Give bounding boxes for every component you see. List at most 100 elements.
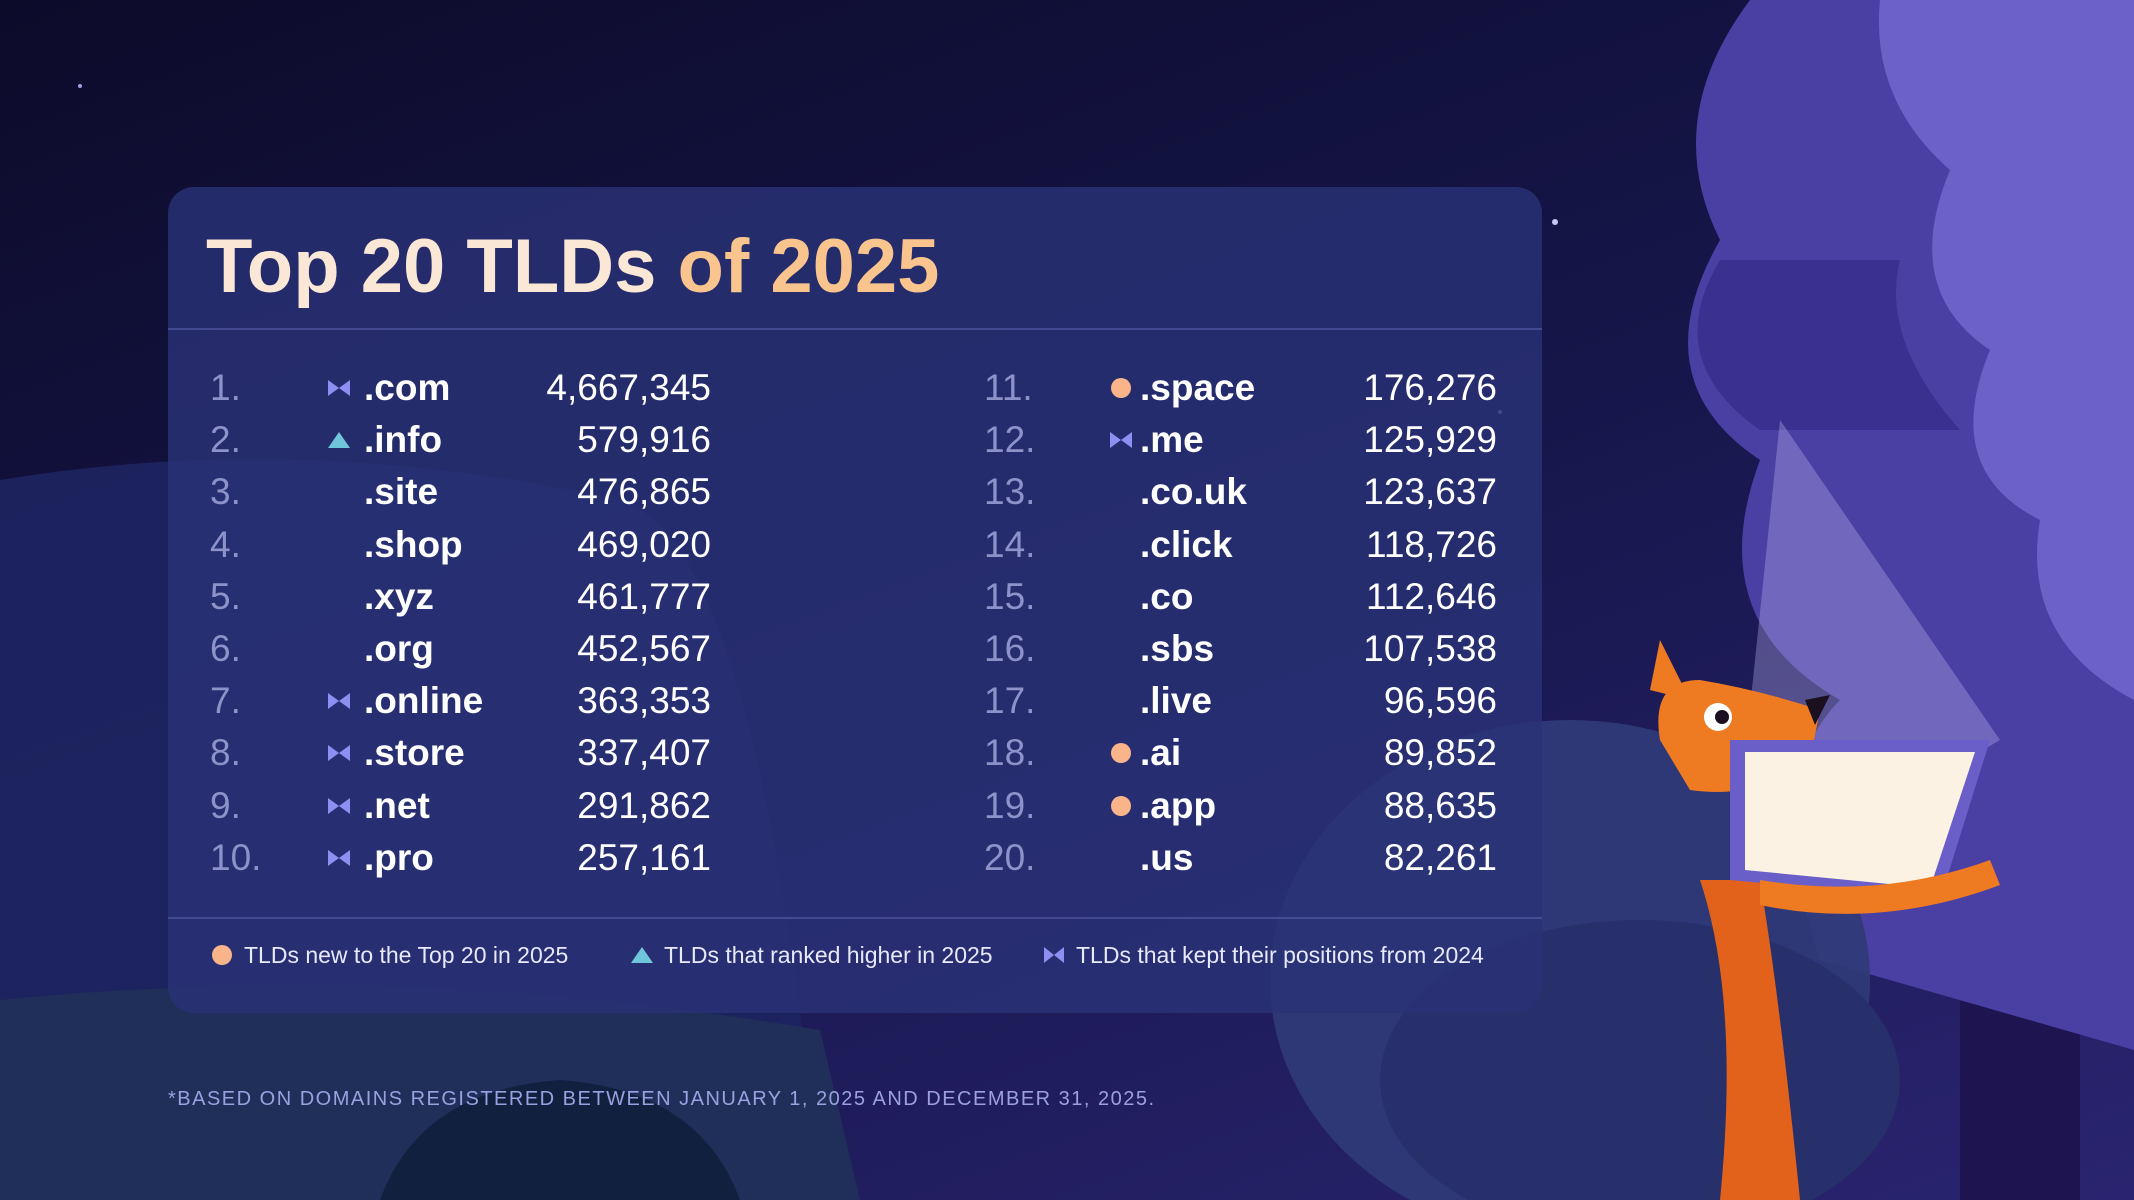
tree-foliage	[1697, 260, 1960, 430]
tld-name: .co	[1140, 575, 1194, 617]
table-row: 20. .us 82,261	[168, 832, 1542, 884]
bowtie-icon	[328, 745, 350, 762]
table-row: 16. .sbs 107,538	[168, 623, 1542, 675]
table-row: 3. .site 476,865	[168, 466, 1542, 518]
star-shape	[78, 84, 82, 88]
table-row: 19. .app 88,635	[168, 780, 1542, 832]
tld-name: .xyz	[364, 575, 434, 617]
table-row: 1. .com 4,667,345	[168, 362, 1542, 414]
rank-label: 16.	[984, 628, 1036, 669]
table-row: 8. .store 337,407	[168, 727, 1542, 779]
rank-label: 5.	[210, 575, 241, 617]
table-row: 13. .co.uk 123,637	[168, 466, 1542, 518]
bowtie-icon	[1110, 432, 1132, 449]
bowtie-icon	[328, 380, 350, 396]
rank-label: 15.	[984, 575, 1036, 617]
bowtie-icon	[1044, 947, 1064, 963]
tld-name: .site	[364, 471, 439, 513]
tld-name: .click	[1140, 523, 1233, 565]
table-row: 14. .click 118,726	[168, 519, 1542, 571]
title-main: Top 20 TLDs	[206, 224, 678, 309]
tld-name: .co.uk	[1140, 471, 1247, 513]
table-row: 15. .co 112,646	[168, 571, 1542, 623]
registration-count: 176,276	[1363, 367, 1497, 408]
table-row: 4. .shop 469,020	[168, 519, 1542, 571]
bowtie-icon	[328, 849, 350, 866]
registration-count: 476,865	[577, 471, 711, 513]
circle-icon	[1111, 743, 1131, 764]
registration-count: 579,916	[577, 419, 711, 461]
registration-count: 363,353	[577, 680, 711, 722]
registration-count: 291,862	[577, 784, 711, 826]
registration-count: 89,852	[1383, 732, 1497, 774]
legend-label-same: TLDs that kept their positions from 2024	[1076, 942, 1484, 968]
table-row: 7. .online 363,353	[168, 675, 1542, 727]
registration-count: 112,646	[1366, 575, 1497, 617]
registration-count: 257,161	[577, 836, 711, 878]
rank-label: 2.	[210, 419, 241, 461]
tld-name: .us	[1140, 836, 1194, 878]
registration-count: 96,596	[1383, 680, 1497, 722]
rank-label: 3.	[210, 471, 241, 513]
rank-label: 14.	[984, 523, 1036, 565]
top-tlds-card: Top 20 TLDs of 2025 1. .com 4,667,345 2. .in…	[168, 187, 1542, 1013]
rank-label: 13.	[984, 471, 1036, 513]
tld-name: .live	[1140, 680, 1212, 722]
registration-count: 118,726	[1366, 523, 1497, 565]
rank-label: 17.	[984, 680, 1036, 722]
bowtie-icon	[328, 693, 350, 710]
fox-arm	[1760, 860, 2000, 914]
rank-label: 4.	[210, 523, 241, 565]
tld-name: .com	[364, 367, 451, 408]
fox-nose	[1805, 695, 1830, 725]
tld-name: .space	[1140, 367, 1256, 408]
fox-body	[1700, 880, 1800, 1200]
page-title: Top 20 TLDs of 2025	[206, 217, 939, 317]
tld-name: .app	[1140, 784, 1217, 826]
table-row: 17. .live 96,596	[168, 675, 1542, 727]
rank-label: 18.	[984, 732, 1036, 774]
star-shape	[1552, 219, 1558, 225]
registration-count: 107,538	[1363, 628, 1497, 669]
tld-name: .org	[364, 628, 434, 669]
registration-count: 461,777	[577, 575, 711, 617]
fox-illustration	[1650, 640, 2000, 1200]
rank-label: 20.	[984, 836, 1036, 878]
rank-label: 12.	[984, 419, 1036, 461]
tld-name: .sbs	[1140, 628, 1215, 669]
rank-label: 7.	[210, 680, 241, 722]
registration-count: 123,637	[1363, 471, 1497, 513]
rank-label: 10.	[210, 836, 262, 878]
circle-icon	[1111, 378, 1131, 398]
registration-count: 452,567	[577, 628, 711, 669]
registration-count: 4,667,345	[546, 367, 711, 408]
table-row: 18. .ai 89,852	[168, 727, 1542, 779]
tablet-screen	[1745, 752, 1975, 888]
header-divider	[168, 328, 1542, 330]
rank-label: 1.	[210, 367, 241, 408]
registration-count: 82,261	[1383, 836, 1497, 878]
triangle-up-icon	[631, 947, 653, 963]
table-row: 2. .info 579,916	[168, 414, 1542, 466]
footnote: *BASED ON DOMAINS REGISTERED BETWEEN JAN…	[168, 1088, 1156, 1110]
rank-label: 6.	[210, 628, 241, 669]
tld-name: .me	[1140, 419, 1204, 461]
table-row: 10. .pro 257,161	[168, 832, 1542, 884]
circle-icon	[1111, 795, 1131, 816]
table-row: 11. .space 176,276	[168, 362, 1542, 414]
tld-name: .shop	[364, 523, 463, 565]
registration-count: 125,929	[1363, 419, 1497, 461]
tld-name: .net	[364, 784, 430, 826]
rank-label: 9.	[210, 784, 241, 826]
tree-foliage	[1878, 0, 2134, 700]
tld-name: .online	[364, 680, 484, 722]
legend-label-up: TLDs that ranked higher in 2025	[664, 942, 993, 968]
registration-count: 337,407	[577, 732, 711, 774]
rock-shape	[380, 1080, 740, 1200]
rank-label: 8.	[210, 732, 241, 774]
registration-count: 469,020	[577, 523, 711, 565]
fox-ear	[1650, 640, 1690, 700]
tld-name: .ai	[1140, 732, 1182, 774]
tld-name: .info	[364, 419, 443, 461]
